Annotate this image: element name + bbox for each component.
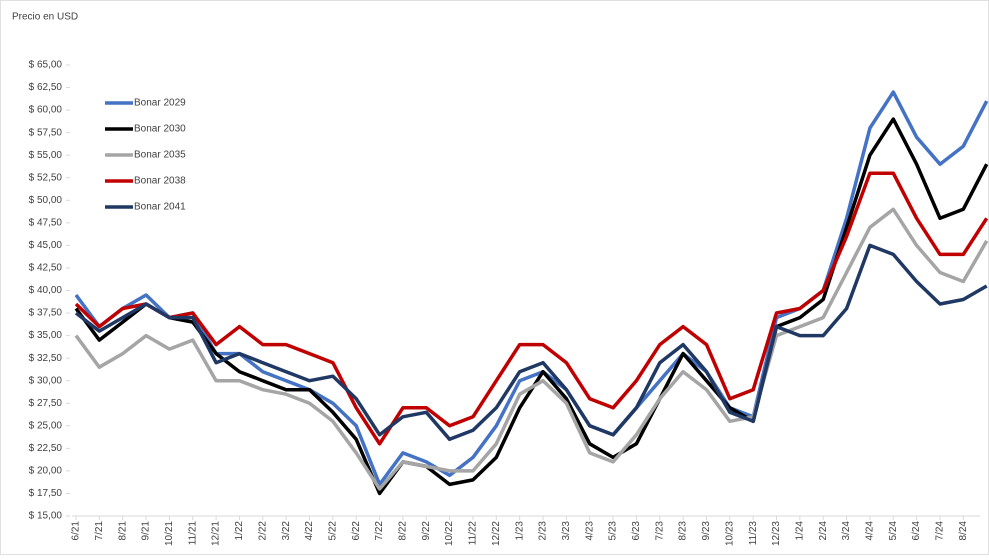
y-tick-label: $ 47,50 — [29, 217, 63, 228]
y-tick-label: $ 62,50 — [29, 82, 63, 93]
x-tick-label: 11/22 — [468, 521, 479, 546]
series-line — [74, 171, 989, 446]
y-tick-label: $ 52,50 — [29, 172, 63, 183]
x-tick-label: 10/22 — [444, 521, 455, 546]
x-tick-label: 9/21 — [141, 521, 152, 541]
series-line — [74, 207, 989, 491]
x-tick-label: 3/22 — [281, 521, 292, 541]
y-tick-label: $ 40,00 — [29, 285, 63, 296]
y-tick-label: $ 37,50 — [29, 308, 63, 319]
x-tick-label: 7/22 — [374, 521, 385, 541]
y-tick-label: $ 25,00 — [29, 420, 63, 431]
x-tick-label: 7/21 — [94, 521, 105, 541]
x-tick-label: 6/23 — [631, 521, 642, 541]
x-tick-label: 7/23 — [654, 521, 665, 541]
legend-label: Bonar 2038 — [134, 176, 186, 187]
y-tick-label: $ 32,50 — [29, 353, 63, 364]
y-tick-label: $ 22,50 — [29, 443, 63, 454]
x-tick-label: 8/21 — [117, 521, 128, 541]
y-tick-label: $ 65,00 — [29, 60, 63, 71]
x-tick-label: 7/24 — [935, 521, 946, 541]
x-tick-label: 8/23 — [678, 521, 689, 541]
x-tick-label: 4/23 — [584, 521, 595, 541]
legend-label: Bonar 2035 — [134, 150, 186, 161]
series-line — [74, 90, 989, 487]
x-tick-label: 11/23 — [748, 521, 759, 546]
y-tick-label: $ 50,00 — [29, 195, 63, 206]
x-tick-label: 10/21 — [164, 521, 175, 546]
x-tick-label: 12/23 — [771, 521, 782, 546]
x-tick-label: 11/21 — [187, 521, 198, 546]
x-tick-label: 5/23 — [608, 521, 619, 541]
y-tick-label: $ 15,00 — [29, 511, 63, 522]
x-tick-label: 3/24 — [841, 521, 852, 541]
y-tick-label: $ 42,50 — [29, 263, 63, 274]
y-tick-label: $ 30,00 — [29, 375, 63, 386]
x-tick-label: 5/24 — [888, 521, 899, 541]
x-tick-label: 2/23 — [538, 521, 549, 541]
x-tick-label: 9/22 — [421, 521, 432, 541]
x-tick-label: 1/22 — [234, 521, 245, 541]
y-tick-label: $ 35,00 — [29, 330, 63, 341]
x-tick-label: 6/24 — [911, 521, 922, 541]
x-tick-label: 2/22 — [257, 521, 268, 541]
x-tick-label: 2/24 — [818, 521, 829, 541]
series-line — [74, 243, 988, 442]
y-tick-label: $ 57,50 — [29, 127, 63, 138]
legend-label: Bonar 2029 — [134, 98, 186, 109]
y-tick-label: $ 20,00 — [29, 466, 63, 477]
x-tick-label: 8/24 — [958, 521, 969, 541]
x-tick-label: 5/22 — [327, 521, 338, 541]
x-tick-label: 10/23 — [724, 521, 735, 546]
y-tick-label: $ 27,50 — [29, 398, 63, 409]
y-axis-title: Precio en USD — [12, 12, 78, 23]
x-tick-label: 4/22 — [304, 521, 315, 541]
legend-label: Bonar 2041 — [134, 202, 186, 213]
x-tick-label: 6/21 — [71, 521, 82, 541]
y-tick-label: $ 60,00 — [29, 105, 63, 116]
legend-label: Bonar 2030 — [134, 124, 186, 135]
x-tick-label: 1/23 — [514, 521, 525, 541]
x-tick-label: 6/22 — [351, 521, 362, 541]
y-tick-label: $ 17,50 — [29, 488, 63, 499]
x-tick-label: 8/22 — [398, 521, 409, 541]
x-tick-label: 4/24 — [865, 521, 876, 541]
x-tick-label: 3/23 — [561, 521, 572, 541]
y-tick-label: $ 45,00 — [29, 240, 63, 251]
x-tick-label: 12/22 — [491, 521, 502, 546]
y-tick-label: $ 55,00 — [29, 150, 63, 161]
x-tick-label: 9/23 — [701, 521, 712, 541]
x-tick-label: 12/21 — [211, 521, 222, 546]
x-tick-label: 1/24 — [794, 521, 805, 541]
